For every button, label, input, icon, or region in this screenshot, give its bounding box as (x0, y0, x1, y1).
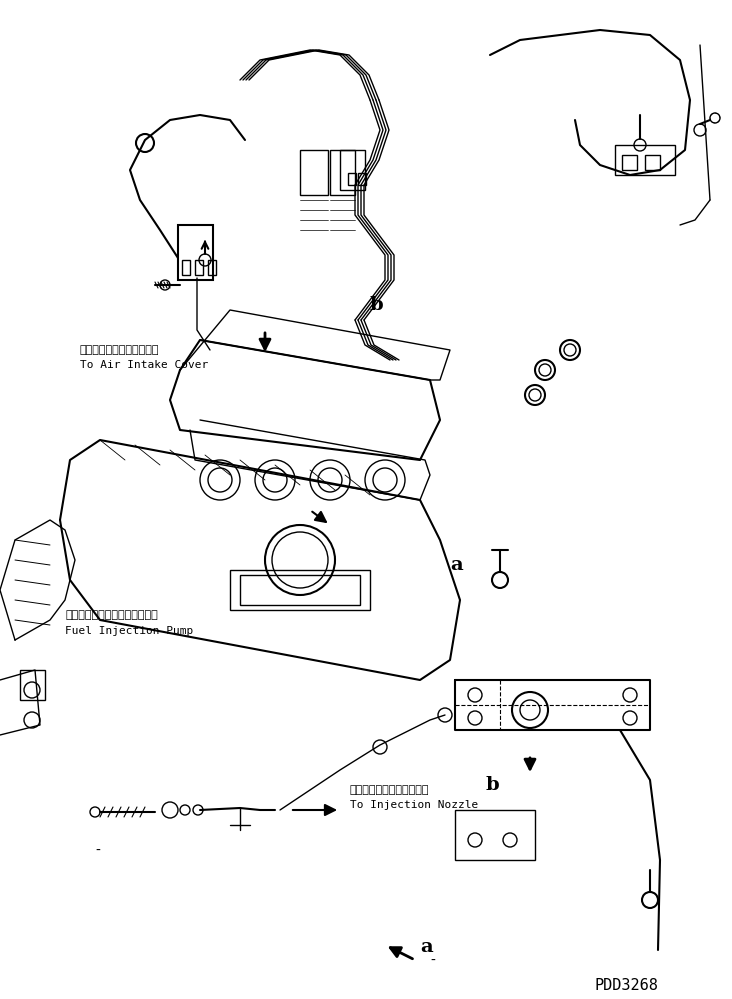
Bar (20, 670, 45, 700)
Bar (230, 570, 370, 610)
Bar (455, 810, 535, 860)
Text: フェルインジェクションポンプ: フェルインジェクションポンプ (65, 610, 158, 620)
Bar (330, 150, 355, 195)
Bar (208, 260, 216, 275)
Bar (340, 150, 365, 190)
Text: -: - (95, 844, 100, 858)
Bar (300, 150, 328, 195)
Bar (348, 173, 356, 185)
Bar (622, 155, 637, 170)
Text: a: a (420, 938, 433, 956)
Bar (615, 145, 675, 175)
Bar (358, 173, 366, 185)
Text: To Injection Nozzle: To Injection Nozzle (350, 800, 478, 810)
Bar (645, 155, 660, 170)
Text: エアーインテークカバーヘ: エアーインテークカバーヘ (80, 345, 160, 355)
Bar (195, 260, 203, 275)
Bar (178, 225, 213, 280)
Text: -: - (430, 954, 435, 968)
Text: b: b (485, 776, 498, 794)
Text: To Air Intake Cover: To Air Intake Cover (80, 360, 208, 370)
Text: b: b (370, 296, 384, 314)
Text: インジェクションノズルヘ: インジェクションノズルヘ (350, 785, 430, 795)
Text: PDD3268: PDD3268 (595, 978, 659, 993)
Bar (240, 575, 360, 605)
Text: Fuel Injection Pump: Fuel Injection Pump (65, 626, 193, 636)
Bar (182, 260, 190, 275)
Text: a: a (450, 556, 463, 574)
